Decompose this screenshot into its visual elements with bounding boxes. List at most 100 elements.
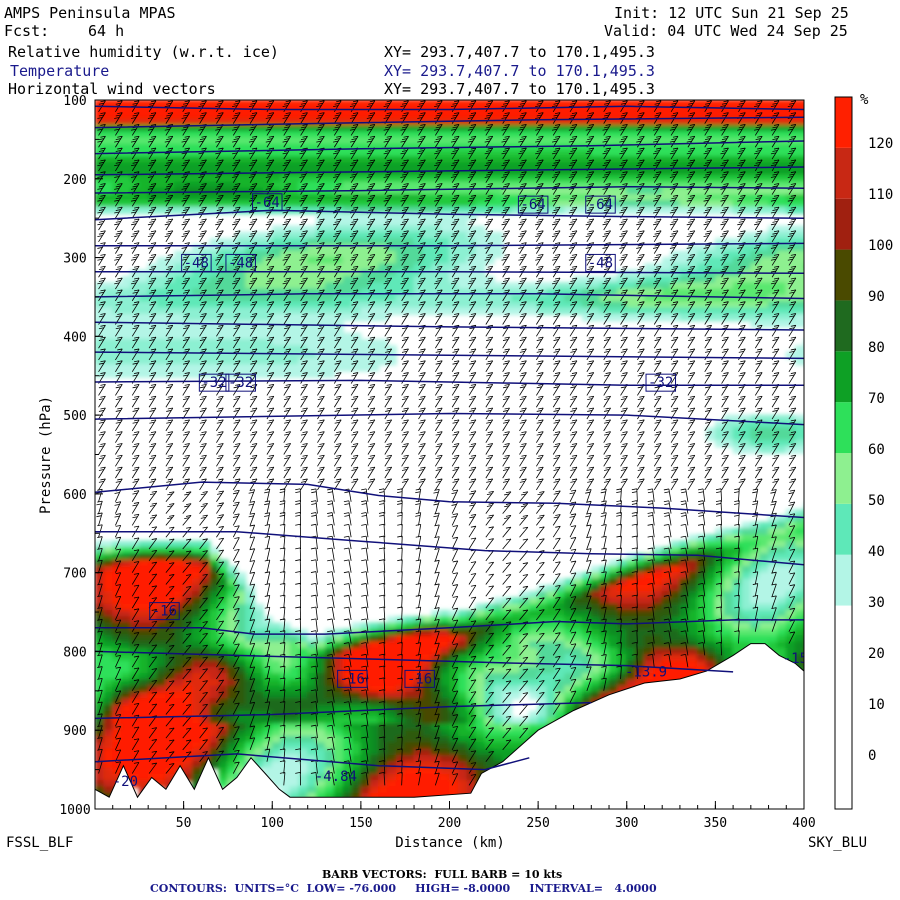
rh-cell	[254, 124, 265, 133]
rh-cell	[209, 578, 220, 586]
rh-cell	[121, 736, 132, 744]
rh-cell	[422, 231, 433, 240]
rh-cell	[289, 244, 300, 252]
rh-cell	[360, 660, 371, 668]
rh-cell	[386, 301, 398, 309]
rh-cell	[324, 282, 335, 290]
rh-cell	[333, 742, 344, 750]
rh-cell	[395, 647, 406, 656]
rh-cell	[369, 187, 380, 196]
rh-cell	[103, 301, 114, 309]
rh-cell	[200, 553, 211, 561]
rh-cell	[378, 761, 389, 769]
rh-cell	[254, 761, 265, 769]
rh-cell	[236, 691, 247, 700]
rh-cell	[174, 717, 185, 725]
rh-cell	[378, 754, 389, 763]
rh-cell	[138, 156, 149, 164]
rh-cell	[129, 559, 141, 568]
rh-cell	[422, 761, 433, 769]
rh-cell	[227, 704, 238, 713]
rh-cell	[475, 704, 486, 713]
rh-cell	[342, 301, 353, 309]
rh-cell	[289, 263, 300, 271]
rh-cell	[183, 578, 194, 586]
rh-cell	[386, 200, 398, 208]
rh-cell	[191, 717, 203, 725]
rh-cell	[138, 357, 149, 366]
rh-cell	[262, 175, 273, 183]
rh-cell	[449, 698, 460, 706]
rh-cell	[112, 143, 123, 152]
rh-cell	[156, 100, 167, 108]
rh-cell	[440, 660, 451, 668]
rh-cell	[386, 219, 398, 227]
rh-cell	[121, 137, 132, 145]
rh-cell	[121, 294, 132, 303]
rh-cell	[254, 288, 265, 297]
rh-cell	[271, 269, 282, 278]
rh-cell	[440, 244, 451, 252]
rh-cell	[121, 603, 132, 612]
rh-cell	[307, 351, 318, 360]
rh-cell	[245, 313, 256, 322]
rh-cell	[324, 294, 335, 303]
rh-cell	[227, 717, 238, 725]
rh-cell	[147, 275, 158, 284]
rh-cell	[280, 162, 291, 171]
rh-cell	[475, 294, 486, 303]
rh-cell	[386, 704, 398, 713]
rh-cell	[112, 691, 123, 700]
rh-cell	[475, 710, 486, 719]
rh-cell	[227, 666, 238, 675]
rh-cell	[218, 100, 229, 108]
rh-cell	[342, 175, 353, 183]
rh-cell	[307, 742, 318, 750]
rh-cell	[191, 641, 203, 649]
rh-cell	[218, 206, 229, 215]
rh-cell	[369, 660, 380, 668]
rh-cell	[422, 673, 433, 681]
rh-cell	[103, 761, 114, 769]
rh-cell	[360, 767, 371, 776]
rh-cell	[289, 250, 300, 259]
rh-cell	[147, 105, 158, 114]
rh-cell	[218, 257, 229, 265]
rh-cell	[431, 704, 442, 713]
rh-cell	[395, 660, 406, 668]
rh-cell	[280, 773, 291, 782]
rh-cell	[422, 307, 433, 315]
rh-cell	[298, 723, 309, 731]
rh-cell	[200, 244, 211, 252]
rh-cell	[227, 364, 238, 372]
rh-cell	[307, 313, 318, 322]
rh-cell	[183, 666, 194, 675]
rh-cell	[236, 137, 247, 145]
rh-cell	[316, 767, 327, 776]
rh-cell	[129, 326, 141, 334]
rh-cell	[191, 673, 203, 681]
rh-cell	[324, 250, 335, 259]
rh-cell	[289, 654, 300, 662]
rh-cell	[147, 704, 158, 713]
rh-cell	[378, 288, 389, 297]
rh-cell	[466, 124, 477, 133]
rh-cell	[121, 124, 132, 133]
rh-cell	[200, 301, 211, 309]
rh-cell	[404, 294, 415, 303]
rh-cell	[386, 275, 398, 284]
rh-cell	[236, 326, 247, 334]
rh-cell	[484, 124, 495, 133]
rh-cell	[183, 168, 194, 177]
rh-cell	[147, 131, 158, 139]
rh-cell	[298, 748, 309, 757]
rh-cell	[386, 654, 398, 662]
rh-cell	[191, 357, 203, 366]
rh-cell	[457, 754, 468, 763]
rh-cell	[103, 673, 114, 681]
rh-cell	[191, 609, 203, 618]
rh-cell	[360, 162, 371, 171]
rh-cell	[262, 194, 273, 202]
rh-cell	[360, 156, 371, 164]
rh-cell	[103, 156, 114, 164]
